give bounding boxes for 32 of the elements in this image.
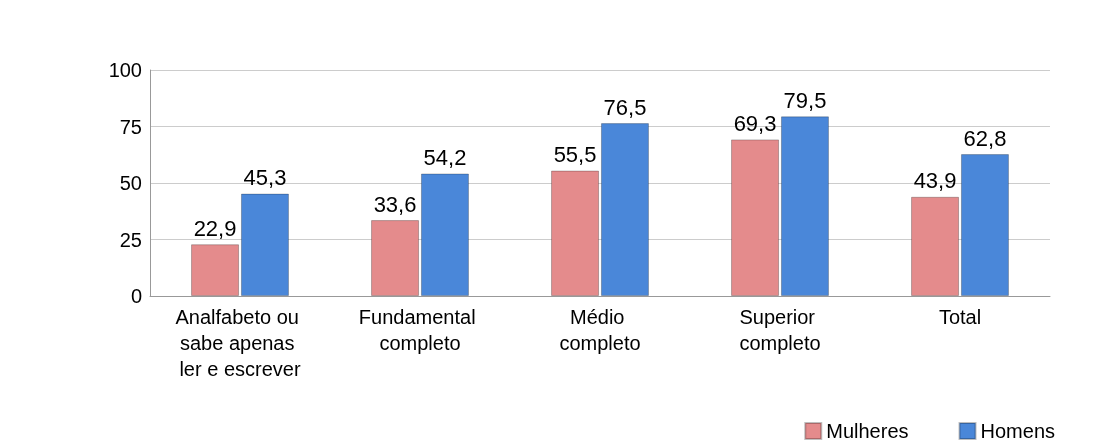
y-tick-label: 25 (119, 228, 142, 251)
bar (551, 170, 600, 296)
data-label: 55,5 (553, 142, 597, 168)
data-label: 62,8 (963, 125, 1007, 151)
data-label: 43,9 (913, 168, 957, 194)
data-label: 33,6 (373, 191, 417, 217)
data-label: 69,3 (733, 110, 777, 136)
legend-label: Mulheres (826, 420, 909, 442)
x-tick-label: Total (938, 306, 982, 328)
x-tick-label: Analfabeto ou sabe apenas ler e escrever (175, 306, 305, 380)
bar (960, 154, 1009, 296)
data-label: 54,2 (423, 145, 467, 171)
bar (371, 220, 420, 296)
bar (911, 196, 960, 296)
x-tick-label: Médio completo (559, 306, 641, 354)
data-label: 76,5 (603, 94, 647, 120)
y-tick-label: 75 (119, 115, 142, 138)
data-label: 22,9 (193, 215, 237, 241)
y-tick-label: 100 (108, 59, 142, 81)
bar (600, 123, 649, 296)
y-tick-label: 50 (119, 172, 142, 194)
bar (731, 139, 780, 296)
bar (240, 193, 289, 296)
bar (191, 244, 240, 296)
x-tick-label: Fundamental completo (358, 306, 482, 354)
data-label: 79,5 (783, 87, 827, 113)
bar (780, 116, 829, 296)
x-tick-label: Superior completo (739, 306, 821, 354)
y-tick-label: 0 (130, 285, 142, 307)
data-label: 45,3 (243, 165, 287, 191)
bar (420, 173, 469, 296)
legend-label: Homens (980, 420, 1056, 442)
